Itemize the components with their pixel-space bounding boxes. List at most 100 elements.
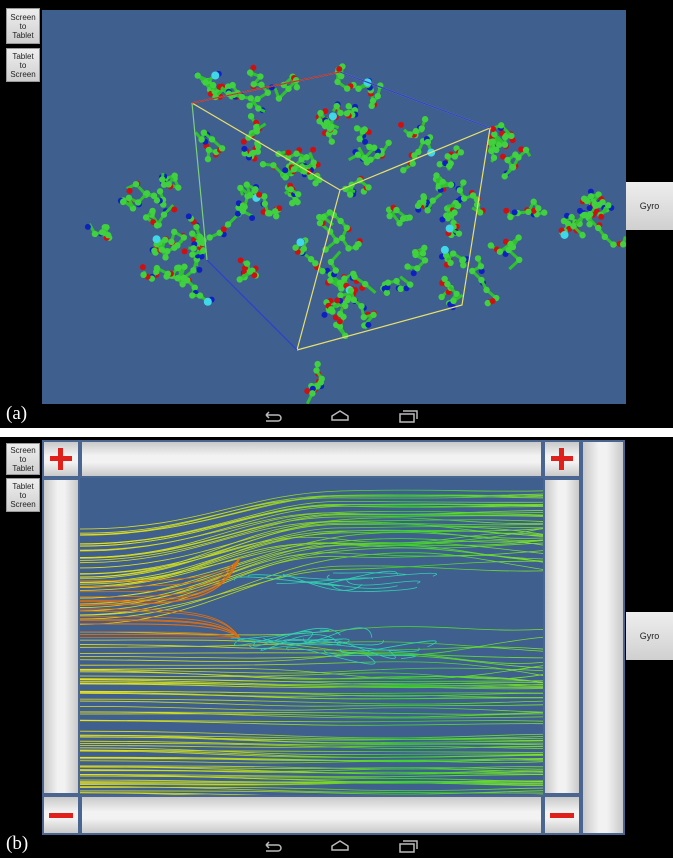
zoom-out-button[interactable]	[44, 797, 78, 833]
atom	[420, 198, 427, 205]
atom	[374, 152, 381, 160]
atom	[421, 244, 428, 252]
atom	[451, 153, 459, 160]
atom	[327, 306, 335, 313]
atom	[525, 208, 532, 216]
atom	[119, 198, 127, 206]
zoom-in-button[interactable]	[44, 442, 78, 476]
zoom-in-button[interactable]	[545, 442, 579, 476]
atom	[601, 233, 608, 241]
streamline	[234, 631, 314, 646]
atom	[518, 146, 525, 153]
button[interactable]: Screen to Tablet	[6, 443, 40, 475]
recents-icon[interactable]	[399, 840, 418, 853]
atom	[254, 143, 262, 150]
atom	[312, 260, 319, 267]
atom	[282, 174, 289, 181]
recents-icon[interactable]	[399, 410, 418, 423]
atom	[316, 219, 324, 227]
atom	[478, 276, 485, 284]
atom	[343, 110, 351, 117]
button[interactable]: Tablet to Screen	[6, 48, 40, 82]
back-icon[interactable]	[265, 411, 282, 422]
atom	[397, 285, 404, 293]
streamline	[80, 719, 543, 723]
streamline	[80, 760, 543, 764]
atom	[393, 206, 400, 214]
atom	[619, 241, 626, 248]
atom	[328, 123, 335, 130]
atom	[358, 302, 365, 310]
atom	[541, 209, 548, 216]
button[interactable]: Screen to Tablet	[6, 8, 40, 44]
streamline	[80, 730, 543, 739]
atom	[196, 266, 203, 273]
atom	[409, 160, 416, 167]
atom	[241, 150, 248, 157]
button[interactable]: Tablet to Screen	[6, 478, 40, 512]
atom	[188, 230, 196, 237]
streamline	[80, 631, 241, 639]
atom	[343, 224, 350, 231]
atom	[180, 234, 188, 241]
atom	[224, 221, 232, 228]
atom	[271, 208, 279, 215]
atom	[406, 131, 413, 138]
atom	[414, 202, 422, 210]
atom	[579, 232, 586, 239]
atom	[404, 263, 411, 270]
atom	[320, 213, 327, 221]
atom	[345, 295, 352, 302]
atom	[161, 236, 169, 244]
streamline	[80, 522, 543, 569]
atom	[103, 224, 110, 231]
atom	[250, 64, 257, 71]
home-icon[interactable]	[331, 840, 349, 851]
atom	[447, 181, 455, 188]
atom	[345, 103, 352, 110]
atom	[503, 207, 510, 214]
atom	[327, 277, 334, 284]
atom	[258, 81, 265, 88]
molecule	[84, 63, 626, 404]
atom	[385, 139, 392, 146]
atom	[369, 97, 377, 105]
atom	[355, 240, 362, 248]
atom	[200, 129, 208, 136]
atom	[511, 209, 518, 216]
streamline	[80, 634, 241, 639]
atom	[421, 116, 429, 123]
atom	[583, 197, 591, 205]
atom	[149, 207, 156, 215]
atom	[174, 264, 181, 272]
home-icon[interactable]	[331, 410, 349, 421]
atom	[483, 286, 490, 294]
bounding-box	[191, 71, 492, 351]
atom	[460, 195, 468, 202]
atom	[496, 248, 504, 255]
atom	[241, 145, 248, 152]
gyro-button[interactable]: Gyro	[626, 182, 673, 230]
atom	[185, 213, 192, 220]
zoom-out-button[interactable]	[545, 797, 579, 833]
streamline	[332, 572, 406, 575]
atom	[453, 290, 460, 298]
streamline	[323, 570, 398, 585]
atom	[332, 267, 339, 274]
streamline	[80, 792, 543, 795]
atom	[246, 102, 253, 109]
atom	[249, 214, 256, 221]
streamline	[323, 649, 416, 659]
atom	[198, 136, 205, 143]
atom	[205, 146, 212, 154]
streamline	[80, 672, 543, 680]
atom	[450, 297, 457, 305]
gyro-button[interactable]: Gyro	[626, 612, 673, 660]
atom	[449, 250, 457, 257]
back-icon[interactable]	[265, 841, 282, 852]
atom	[407, 281, 414, 288]
atom	[399, 215, 407, 222]
streamline	[80, 682, 543, 689]
atom	[448, 212, 455, 219]
atom	[424, 207, 431, 214]
